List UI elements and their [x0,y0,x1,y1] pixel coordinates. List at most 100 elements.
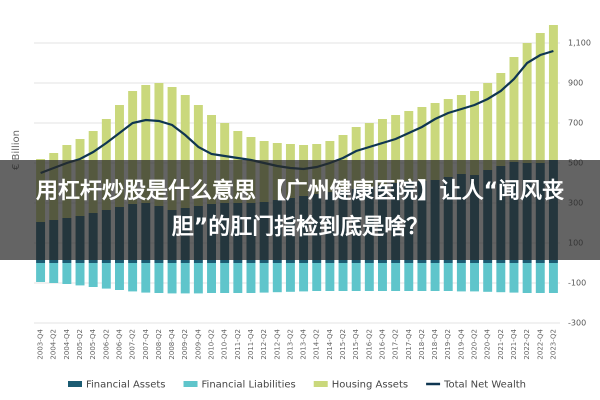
bar [430,263,440,291]
x-tick-label: 2014-Q4 [326,328,334,359]
x-tick-label: 2011-Q2 [234,329,242,360]
x-tick-label: 2019-Q4 [457,328,465,359]
bar [180,95,190,208]
x-tick-label: 2004-Q2 [50,329,58,360]
bar [49,263,59,283]
x-tick-label: 2015-Q4 [352,328,360,359]
bar [312,263,322,291]
bar [246,263,256,293]
bar [115,105,124,207]
x-tick-label: 2005-Q4 [89,328,97,359]
y-tick-label: -300 [568,319,586,328]
bar [404,263,414,291]
bar [548,25,558,160]
x-tick-label: 2008-Q4 [168,328,176,359]
x-tick-label: 2013-Q4 [300,328,308,359]
x-tick-label: 2011-Q4 [247,328,255,359]
x-tick-label: 2023-Q2 [549,329,557,360]
bar [443,99,453,177]
bar [88,263,98,287]
x-tick-label: 2022-Q4 [536,328,544,359]
x-tick-label: 2008-Q2 [155,329,163,360]
bar [207,263,216,293]
bar [351,127,361,189]
x-tick-label: 2005-Q2 [76,329,84,360]
y-tick-label: -100 [568,279,586,288]
legend-label: Financial Liabilities [202,380,296,391]
bar [417,107,427,181]
x-tick-label: 2006-Q4 [115,328,123,359]
x-tick-label: 2016-Q4 [378,328,386,359]
x-tick-label: 2017-Q2 [392,329,400,360]
bar [285,263,295,292]
bar [456,95,466,174]
bar [391,115,401,183]
bar [220,263,230,293]
x-tick-label: 2013-Q2 [286,329,294,360]
bar [259,263,269,293]
x-tick-label: 2012-Q4 [273,328,281,359]
y-tick-label: 900 [568,79,583,88]
bar [443,263,453,291]
y-tick-label: 1,100 [568,39,591,48]
x-tick-label: 2014-Q2 [313,329,321,360]
x-tick-label: 2015-Q2 [339,329,347,360]
x-tick-label: 2009-Q4 [194,328,202,359]
x-tick-label: 2019-Q2 [444,329,452,360]
bar [128,263,138,292]
x-tick-label: 2012-Q2 [260,329,268,360]
bar [378,119,387,185]
y-axis-label: € Billion [11,130,22,170]
x-tick-label: 2017-Q4 [405,328,413,359]
legend-label: Total Net Wealth [443,380,526,391]
bar [325,263,335,291]
bar [207,115,216,204]
x-tick-label: 2007-Q2 [129,329,137,360]
x-tick-label: 2016-Q2 [365,329,373,360]
bar [154,263,164,293]
bar [154,83,164,206]
legend-label: Financial Assets [86,380,166,391]
x-tick-label: 2022-Q2 [523,329,531,360]
x-tick-label: 2020-Q4 [484,328,492,359]
bar [535,263,545,293]
bar [378,263,387,291]
bar [470,263,479,292]
x-tick-label: 2018-Q2 [418,329,426,360]
bar [167,87,177,210]
x-tick-label: 2010-Q4 [221,328,229,359]
legend-label: Housing Assets [332,380,408,391]
bar [141,85,151,203]
bar [272,263,282,293]
bar [509,57,519,162]
bar [522,263,532,293]
x-tick-label: 2003-Q4 [37,328,45,359]
bar [483,263,493,292]
bar [496,73,506,166]
bar [141,263,151,293]
bar [430,103,440,180]
legend-swatch [68,381,82,387]
bar [115,263,124,290]
bar [299,263,309,292]
bar [417,263,427,291]
x-tick-label: 2006-Q2 [102,329,110,360]
bar [391,263,401,291]
x-tick-label: 2009-Q2 [181,329,189,360]
bar [75,263,85,286]
bar [101,263,111,289]
bar [509,263,519,293]
bar [193,263,203,294]
x-tick-label: 2021-Q2 [497,329,505,360]
bar [404,111,414,181]
bar [456,263,466,292]
bar [233,263,243,293]
bar [62,263,72,284]
x-tick-label: 2021-Q4 [510,328,518,359]
bar [535,33,545,163]
bar [470,91,479,175]
bar [36,263,46,282]
bar [364,263,374,291]
bar [496,263,506,293]
